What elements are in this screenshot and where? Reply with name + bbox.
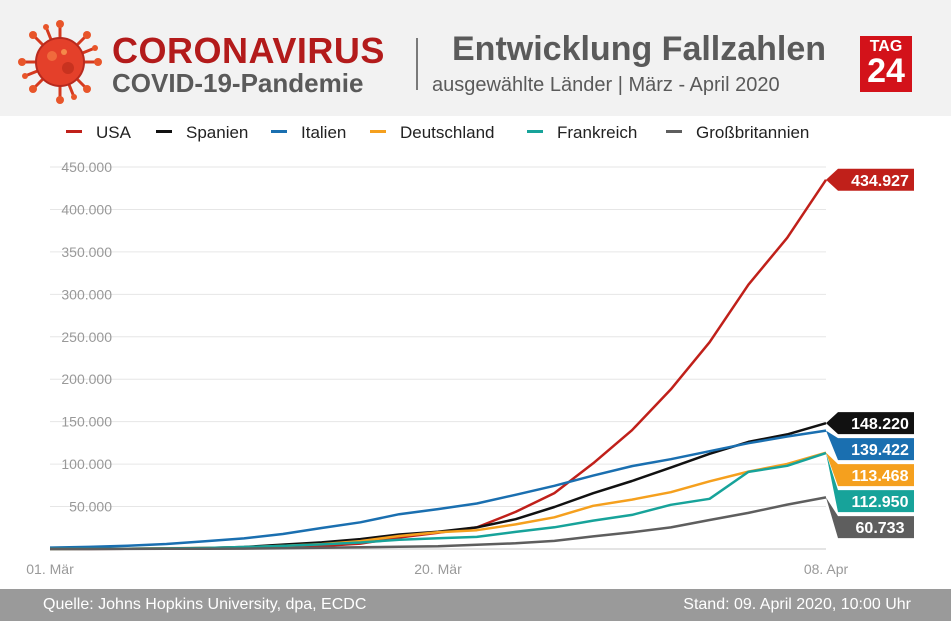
end-value-tag <box>826 168 914 191</box>
y-tick-label: 300.000 <box>61 286 112 302</box>
legend-swatch <box>527 130 543 134</box>
y-tick-label: 50.000 <box>69 499 112 515</box>
page-subtitle: COVID-19-Pandemie <box>112 68 364 98</box>
x-tick-label: 20. Mär <box>414 561 462 577</box>
end-value-tag <box>826 453 914 513</box>
legend-swatch <box>370 130 386 134</box>
series-line-spanien <box>50 421 827 551</box>
end-value-label: 434.927 <box>851 173 909 190</box>
header-band: CORONAVIRUS COVID-19-Pandemie Entwicklun… <box>0 0 951 116</box>
legend-swatch <box>66 130 82 134</box>
series-line-frankreich <box>49 451 827 551</box>
end-value-label: 60.733 <box>856 520 905 537</box>
end-value-label: 139.422 <box>851 442 909 459</box>
end-value-label: 113.468 <box>852 468 909 485</box>
legend-swatch <box>156 130 172 134</box>
end-value-tag <box>826 430 914 461</box>
page-title: CORONAVIRUS <box>112 30 385 71</box>
legend-swatch <box>271 130 287 134</box>
chart-title: Entwicklung Fallzahlen <box>452 30 827 68</box>
y-tick-label: 250.000 <box>61 329 112 345</box>
x-tick-label: 08. Apr <box>804 561 849 577</box>
line-chart: 50.000 100.000 150.000 200.000 250.000 300.00… <box>26 159 914 577</box>
legend-item-deutschland: Deutschland <box>370 123 495 143</box>
legend-label: Großbritannien <box>696 123 810 142</box>
end-value-tag <box>826 497 914 539</box>
series-line-deutschland <box>49 451 827 551</box>
chart-legend: USA Spanien Italien Deutschland Frankrei… <box>0 119 951 145</box>
legend-label: Frankreich <box>557 123 638 142</box>
series-line-usa <box>50 179 828 551</box>
logo-text-top: TAG <box>869 38 903 55</box>
logo-text-bottom: 24 <box>867 52 905 90</box>
series-line-italien <box>49 429 827 549</box>
timestamp-note: Stand: 09. April 2020, 10:00 Uhr <box>683 596 911 613</box>
series-line-großbritannien <box>50 496 827 551</box>
y-tick-label: 450.000 <box>61 159 112 175</box>
y-tick-label: 400.000 <box>61 201 112 217</box>
end-value-tag <box>826 412 914 435</box>
footer-bar: Quelle: Johns Hopkins University, dpa, E… <box>0 589 951 621</box>
virus-icon <box>18 20 102 104</box>
y-tick-label: 350.000 <box>61 244 112 260</box>
legend-item-frankreich: Frankreich <box>527 123 637 143</box>
x-tick-label: 01. Mär <box>26 561 74 577</box>
legend-label: USA <box>96 123 131 142</box>
legend-item-italien: Italien <box>271 123 346 143</box>
legend-label: Deutschland <box>400 123 495 142</box>
legend-label: Italien <box>301 123 347 142</box>
source-note: Quelle: Johns Hopkins University, dpa, E… <box>43 596 367 613</box>
title-divider <box>416 38 418 90</box>
y-tick-label: 200.000 <box>61 371 112 387</box>
legend-item-spanien: Spanien <box>156 123 248 143</box>
y-tick-label: 100.000 <box>61 456 112 472</box>
legend-swatch <box>666 130 682 134</box>
legend-item-usa: USA <box>66 123 131 143</box>
legend-label: Spanien <box>186 123 249 142</box>
end-value-tag <box>826 452 914 487</box>
y-tick-label: 150.000 <box>61 414 112 430</box>
end-value-label: 112.950 <box>852 494 909 511</box>
end-value-label: 148.220 <box>851 416 909 433</box>
legend-item-grossbritannien: Großbritannien <box>666 123 809 143</box>
tag24-logo[interactable]: TAG 24 <box>860 36 912 92</box>
chart-subtitle: ausgewählte Länder | März - April 2020 <box>432 74 780 96</box>
